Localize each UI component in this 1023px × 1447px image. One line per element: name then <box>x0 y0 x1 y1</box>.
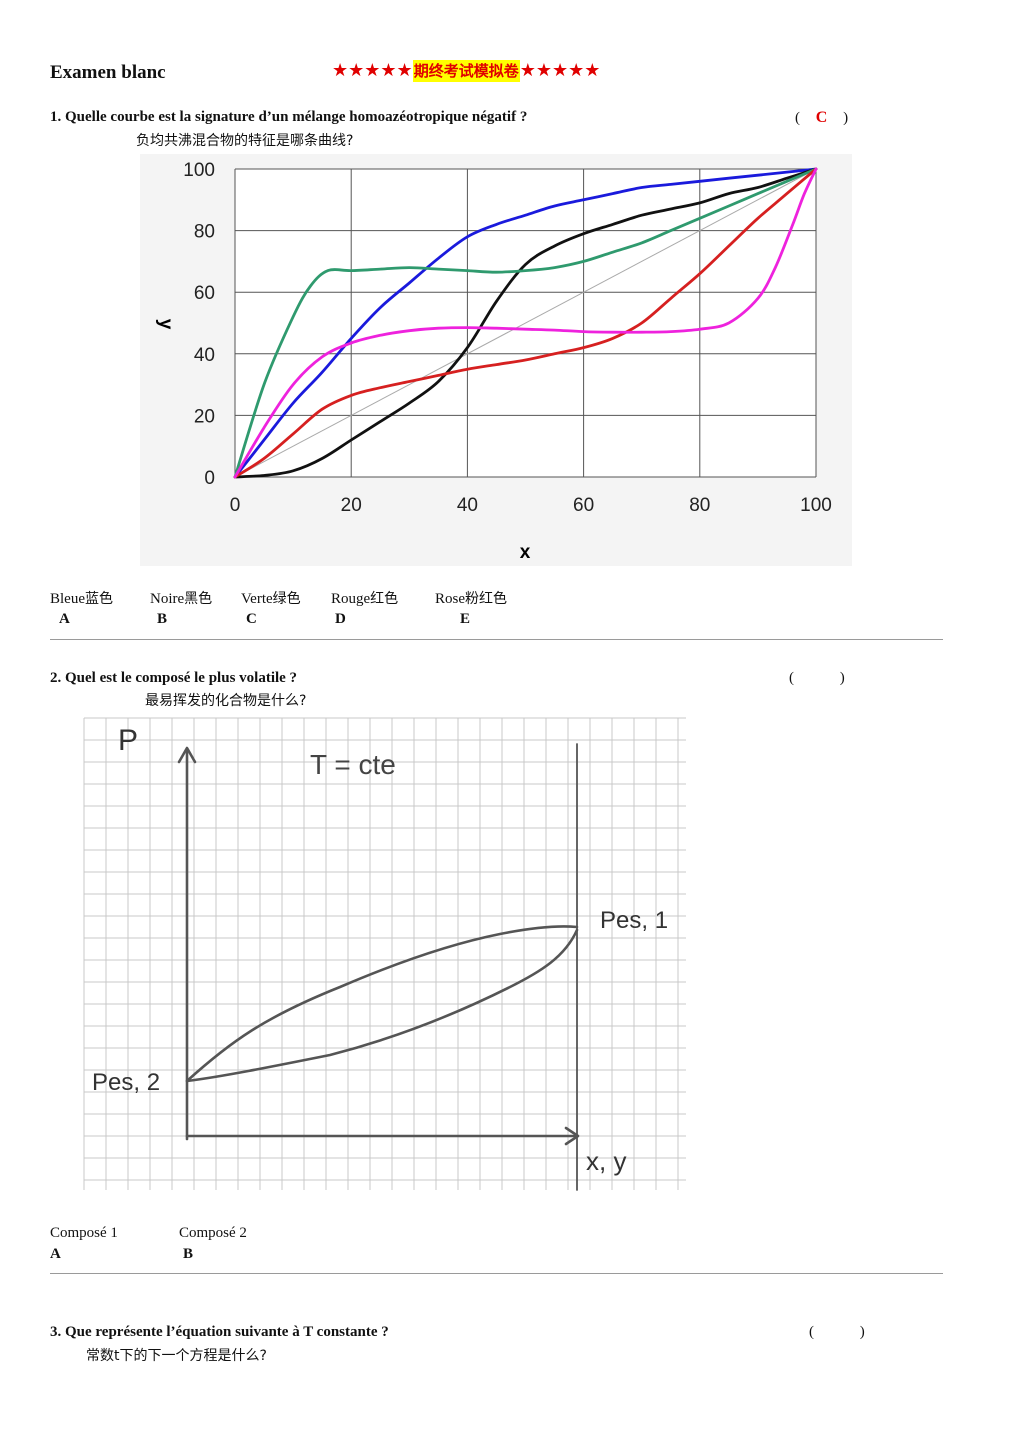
q1-chart: 0 20 40 60 80 100 0 20 40 60 80 100 x y <box>140 154 852 566</box>
banner-text: 期终考试模拟卷 <box>412 60 520 82</box>
y-axis-label: y <box>155 319 176 330</box>
page-title: Examen blanc <box>50 62 166 83</box>
series-black <box>233 167 818 479</box>
exam-banner: ★★★★★期终考试模拟卷★★★★★ <box>332 60 601 82</box>
option-a-label: Composé 1 <box>50 1225 118 1241</box>
graph-paper-grid <box>83 717 686 1190</box>
q1-answer: C <box>815 109 828 126</box>
option-d-label: Rouge红色 <box>331 591 399 607</box>
sketch-background <box>80 712 700 1200</box>
q1-paren-close: ) <box>843 110 849 126</box>
q1-question-zh: 负均共沸混合物的特征是哪条曲线? <box>136 133 354 149</box>
xy-axis-label: x, y <box>586 1146 626 1176</box>
divider <box>50 1273 943 1274</box>
xy-axis-arrow <box>564 1126 580 1146</box>
y-tick-label: 20 <box>194 406 215 427</box>
chart-grid <box>234 168 817 478</box>
q2-paren-close: ) <box>839 670 845 686</box>
x-tick-label: 60 <box>573 495 594 516</box>
stars-right: ★★★★★ <box>519 60 601 80</box>
bubble-curve <box>185 928 579 1083</box>
label-pes2: Pes, 2 <box>92 1069 160 1096</box>
option-d-letter: D <box>335 611 346 627</box>
label-pes1: Pes, 1 <box>600 907 668 934</box>
q3-paren-close: ) <box>859 1324 865 1340</box>
q2-question: 2. Quel est le composé le plus volatile … <box>50 670 298 686</box>
x-tick-label: 0 <box>230 495 241 516</box>
p-axis-arrow <box>177 746 197 764</box>
y-tick-label: 100 <box>183 160 215 181</box>
option-e-label: Rose粉红色 <box>435 591 507 607</box>
q3-paren-open: ( <box>809 1324 814 1340</box>
q2-paren-open: ( <box>789 670 794 686</box>
option-b-label: Noire黑色 <box>150 591 213 607</box>
q2-sketch: P T = cte Pes, 1 Pes, 2 x, y <box>80 712 700 1200</box>
q1-question: 1. Quelle courbe est la signature d’un m… <box>50 109 528 125</box>
p-axis-label: P <box>118 724 138 757</box>
q3-question: 3. Que représente l’équation suivante à … <box>50 1324 389 1340</box>
y-tick-label: 40 <box>194 345 215 366</box>
option-a-letter: A <box>50 1246 61 1262</box>
series-red <box>233 167 818 479</box>
option-c-letter: C <box>246 611 257 627</box>
option-e-letter: E <box>460 611 471 627</box>
chart-tick-labels: 0 20 40 60 80 100 0 20 40 60 80 100 <box>183 160 832 516</box>
dew-curve <box>185 925 579 1083</box>
option-a-label: Bleue蓝色 <box>50 591 113 607</box>
q1-answer-box: ( C ) <box>795 109 848 127</box>
q2-answer-box: ( ) <box>789 670 845 687</box>
series-green <box>233 167 818 479</box>
q3-answer-box: ( ) <box>809 1324 865 1341</box>
option-b-letter: B <box>157 611 168 627</box>
x-tick-label: 100 <box>800 495 832 516</box>
option-b-label: Composé 2 <box>179 1225 247 1241</box>
x-tick-label: 80 <box>689 495 710 516</box>
stars-left: ★★★★★ <box>332 60 413 80</box>
series-blue <box>233 167 818 479</box>
option-a-letter: A <box>59 611 70 627</box>
y-tick-label: 0 <box>204 468 215 489</box>
q2-question-zh: 最易挥发的化合物是什么? <box>145 693 307 709</box>
x-tick-label: 40 <box>457 495 478 516</box>
divider <box>50 639 943 640</box>
option-c-label: Verte绿色 <box>241 591 301 607</box>
y-tick-label: 60 <box>194 283 215 304</box>
series-pink <box>233 167 818 479</box>
option-b-letter: B <box>183 1246 194 1262</box>
x-axis-label: x <box>520 542 531 563</box>
sketch-title: T = cte <box>310 749 396 780</box>
y-tick-label: 80 <box>194 222 215 243</box>
x-tick-label: 20 <box>341 495 362 516</box>
q1-paren-open: ( <box>795 110 800 126</box>
chart-series <box>233 167 818 479</box>
q3-question-zh: 常数t下的下一个方程是什么? <box>86 1348 267 1364</box>
diagonal-line <box>234 168 817 478</box>
